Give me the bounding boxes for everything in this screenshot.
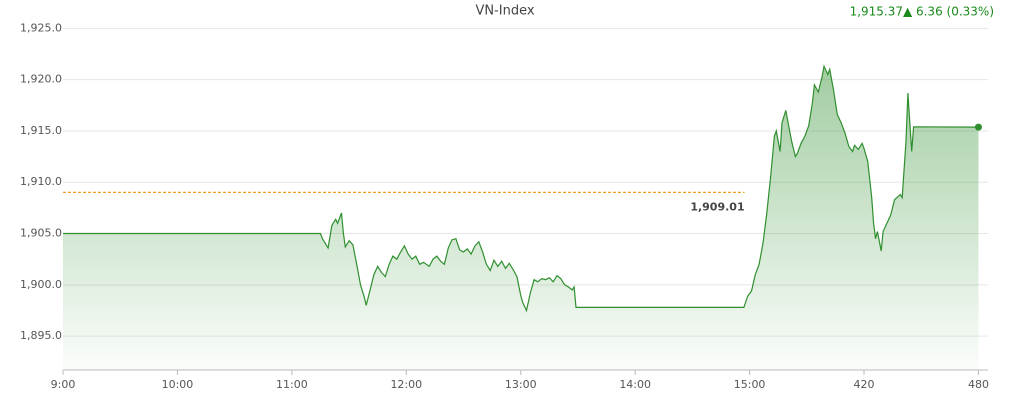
area <box>63 66 979 371</box>
x-tick-label: 11:00 <box>276 378 308 391</box>
x-tick-label: 15:00 <box>734 378 766 391</box>
y-tick-label: 1,925.0 <box>20 21 62 34</box>
y-tick-label: 1,920.0 <box>20 73 62 86</box>
chart-title: VN-Index <box>475 4 534 19</box>
x-tick-label: 14:00 <box>619 378 651 391</box>
y-tick-label: 1,910.0 <box>20 175 62 188</box>
x-tick-label: 420 <box>854 378 875 391</box>
line <box>63 64 979 313</box>
x-tick-label: 13:00 <box>505 378 537 391</box>
end-dot <box>974 123 982 131</box>
y-tick-label: 1,895.0 <box>20 329 62 342</box>
reference-label: 1,909.01 <box>690 200 744 213</box>
y-tick-label: 1,915.0 <box>20 124 62 137</box>
y-tick-label: 1,900.0 <box>20 278 62 291</box>
last-value: 1,915.37 <box>850 5 903 19</box>
y-tick-label: 1,905.0 <box>20 227 62 240</box>
x-tick-label: 12:00 <box>390 378 422 391</box>
x-tick-label: 9:00 <box>51 378 76 391</box>
change: ▲ 6.36 (0.33%) <box>903 5 994 19</box>
x-tick-label: 10:00 <box>162 378 194 391</box>
x-tick-label: 480 <box>968 378 989 391</box>
